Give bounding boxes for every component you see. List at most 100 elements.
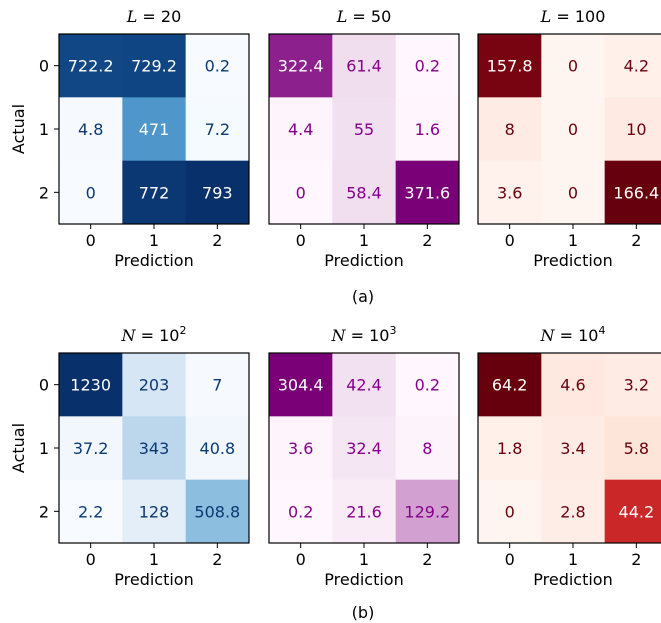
- cell-value-label: 3.6: [497, 183, 522, 202]
- cell-value-label: 7.2: [205, 120, 230, 139]
- x-tick-label: 2: [422, 231, 432, 250]
- x-tick-label: 1: [149, 231, 159, 250]
- heatmap-cell: [604, 416, 661, 481]
- cell-value-label: 128: [139, 502, 170, 521]
- cell-value-label: 37.2: [73, 439, 109, 458]
- heatmap-cell: [269, 479, 333, 544]
- cell-value-label: 722.2: [68, 57, 114, 76]
- heatmap-panel-1: 722.2 729.2 0.2 4.8 471 7.2 0 772 793 0 1 2 0 1 2 Predi…: [9, 7, 250, 270]
- cell-value-label: 44.2: [619, 502, 655, 521]
- x-tick-label: 1: [568, 231, 578, 250]
- heatmap-cell: [59, 416, 123, 481]
- cell-value-label: 7: [212, 376, 222, 395]
- heatmap-cell: [122, 34, 187, 98]
- heatmap-cell: [185, 416, 250, 481]
- x-axis-label: Prediction: [533, 570, 612, 589]
- cell-value-label: 4.4: [288, 120, 313, 139]
- cell-value-label: 471: [139, 120, 170, 139]
- x-tick-label: 0: [505, 550, 515, 569]
- heatmap-panel-5: 304.4 42.4 0.2 3.6 32.4 8 0.2 21.6 129.2 0 1 2 Predi…: [268, 324, 460, 589]
- x-axis-label: Prediction: [114, 251, 193, 270]
- title-exponent: 3: [389, 324, 396, 337]
- cell-value-label: 0: [568, 183, 578, 202]
- cell-value-label: 157.8: [487, 57, 533, 76]
- heatmap-cell: [59, 353, 123, 417]
- cell-value-label: 129.2: [404, 502, 450, 521]
- heatmap-cell: [478, 479, 542, 544]
- cell-value-label: 508.8: [194, 502, 240, 521]
- heatmap-panel-2: 322.4 61.4 0.2 4.4 55 1.6 0 58.4 371.6 0 1 2 Predict…: [268, 7, 460, 270]
- cell-value-label: 0.2: [415, 376, 440, 395]
- title-exponent: 2: [179, 324, 186, 337]
- cell-value-label: 371.6: [404, 183, 450, 202]
- y-tick-label: 0: [39, 376, 49, 395]
- cell-value-label: 0: [296, 183, 306, 202]
- heatmap-cell: [185, 97, 250, 162]
- cell-value-label: 0: [505, 502, 515, 521]
- cell-value-label: 8: [422, 439, 432, 458]
- cell-value-label: 203: [139, 376, 170, 395]
- panel-title: N = 103: [331, 324, 397, 345]
- y-tick-label: 0: [39, 57, 49, 76]
- heatmap-cell: [269, 97, 333, 162]
- cell-value-label: 1.8: [497, 439, 522, 458]
- heatmap-cell: [332, 97, 397, 162]
- x-tick-label: 2: [631, 550, 641, 569]
- x-tick-label: 1: [149, 550, 159, 569]
- heatmap-cell: [332, 160, 397, 225]
- cell-value-label: 729.2: [131, 57, 177, 76]
- heatmap-panel-6: 64.2 4.6 3.2 1.8 3.4 5.8 0 2.8 44.2 0 1 2 Prediction…: [477, 324, 661, 589]
- heatmap-cell: [478, 416, 542, 481]
- cell-value-label: 0: [86, 183, 96, 202]
- panel-label-a: (a): [352, 287, 374, 306]
- x-tick-label: 0: [86, 550, 96, 569]
- heatmap-panel-4: 1230 203 7 37.2 343 40.8 2.2 128 508.8 0 1 2 0 1 2 Pred…: [9, 324, 250, 589]
- cell-value-label: 3.2: [624, 376, 649, 395]
- cell-value-label: 0.2: [205, 57, 230, 76]
- cell-value-label: 10: [626, 120, 646, 139]
- cell-value-label: 3.6: [288, 439, 313, 458]
- title-equality: = 10: [346, 326, 390, 345]
- heatmap-cell: [59, 160, 123, 225]
- heatmap-cell: [122, 160, 187, 225]
- cell-value-label: 5.8: [624, 439, 649, 458]
- cell-value-label: 21.6: [346, 502, 382, 521]
- heatmap-cell: [395, 479, 460, 544]
- heatmap-cell: [122, 479, 187, 544]
- cell-value-label: 772: [139, 183, 170, 202]
- heatmap-cell: [269, 353, 333, 417]
- heatmap-cell: [395, 97, 460, 162]
- y-tick-label: 1: [39, 120, 49, 139]
- y-tick-label: 1: [39, 439, 49, 458]
- x-tick-label: 0: [296, 231, 306, 250]
- cell-value-label: 166.4: [613, 183, 659, 202]
- cell-value-label: 61.4: [346, 57, 382, 76]
- heatmap-cell: [122, 416, 187, 481]
- panel-title: N = 102: [121, 324, 187, 345]
- heatmap-cell: [604, 479, 661, 544]
- panel-title: L = 50: [336, 7, 392, 26]
- heatmap-cell: [395, 160, 460, 225]
- x-tick-label: 0: [505, 231, 515, 250]
- heatmap-cell: [478, 353, 542, 417]
- heatmap-cell: [332, 416, 397, 481]
- title-variable: L: [336, 7, 348, 26]
- cell-value-label: 304.4: [278, 376, 324, 395]
- cell-value-label: 0: [568, 57, 578, 76]
- title-equality: = 10: [555, 326, 599, 345]
- heatmap-cell: [478, 34, 542, 98]
- cell-value-label: 322.4: [278, 57, 324, 76]
- panel-title: L = 100: [540, 7, 606, 26]
- cell-value-label: 3.4: [560, 439, 585, 458]
- heatmap-cell: [332, 34, 397, 98]
- heatmap-cell: [541, 416, 606, 481]
- x-axis-label: Prediction: [114, 570, 193, 589]
- panel-title: N = 104: [540, 324, 606, 345]
- heatmap-cell: [604, 160, 661, 225]
- cell-value-label: 1.6: [415, 120, 440, 139]
- heatmap-cell: [604, 97, 661, 162]
- cell-value-label: 2.8: [560, 502, 585, 521]
- x-tick-label: 0: [296, 550, 306, 569]
- heatmap-cell: [185, 479, 250, 544]
